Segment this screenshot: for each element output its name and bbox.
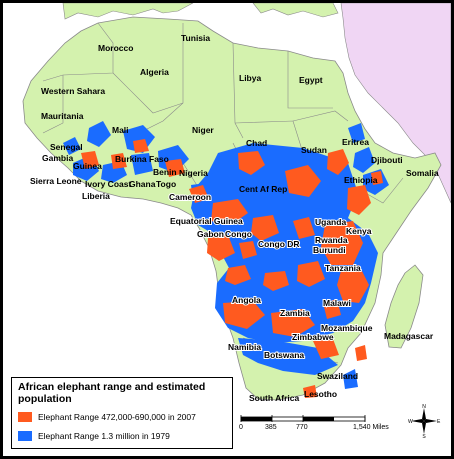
africa-map: Tunisia Morocco Algeria Libya Egypt West… [22,3,451,403]
country-label: Egypt [299,75,323,85]
country-label: Swaziland [317,371,358,381]
scale-bar: 0 385 770 1,540 Miles [237,413,407,437]
country-label: Cent Af Rep [239,184,287,194]
country-label: Kenya [346,226,372,236]
country-label: Sudan [301,145,327,155]
map-legend: African elephant range and estimated pop… [11,377,233,449]
country-label: Niger [192,125,214,135]
country-label: Somalia [406,168,439,178]
legend-swatch [18,412,32,422]
scale-tick-label: 385 [265,424,277,431]
country-label: Gambia [42,153,73,163]
compass-rose-icon: N S W E [408,404,441,438]
country-label: Chad [246,138,267,148]
country-label: Western Sahara [41,86,105,96]
country-label: Eritrea [342,137,369,147]
scale-tick-label: 770 [296,424,308,431]
country-label: Burundi [313,245,346,255]
country-label: Burkina Faso [115,154,169,164]
country-label: Senegal [50,142,83,152]
country-label: Ghana [129,179,156,189]
europe-land [62,3,194,20]
country-label: Algeria [140,67,169,77]
country-label: Tunisia [181,33,210,43]
legend-label: Elephant Range 472,000-690,000 in 2007 [38,412,196,422]
madagascar-land [384,264,424,349]
scale-tick-label: 1,540 Miles [353,424,389,431]
country-label: Benin [153,167,177,177]
country-label: Ivory Coast [85,179,131,189]
scale-bar-graphic [240,415,366,422]
country-label: Congo [225,229,252,239]
country-label: Ethiopia [344,175,378,185]
legend-title: African elephant range and estimated pop… [18,381,206,405]
country-labels: Tunisia Morocco Algeria Libya Egypt West… [30,33,439,403]
country-label: Uganda [315,217,346,227]
legend-label: Elephant Range 1.3 million in 1979 [38,431,170,441]
country-label: Equatorial Guinea [170,216,243,226]
country-label: Cameroon [169,192,211,202]
country-label: Mauritania [41,111,84,121]
country-label: Congo DR [258,239,300,249]
compass-w: W [408,419,413,425]
country-label: Mali [112,125,129,135]
europe-east-land [252,3,339,18]
elephant-range-2007 [81,139,383,398]
country-label: Nigeria [179,168,208,178]
country-label: Malawi [323,298,351,308]
country-label: Angola [232,295,261,305]
country-label: Botswana [264,350,304,360]
country-label: Sierra Leone [30,176,82,186]
legend-item-1979: Elephant Range 1.3 million in 1979 [18,430,170,442]
country-label: Zambia [280,308,310,318]
scale-tick-label: 0 [239,424,243,431]
country-label: Rwanda [315,235,348,245]
legend-swatch [18,431,32,441]
country-label: Gabon [197,229,224,239]
country-label: Guinea [73,161,102,171]
country-label: Djibouti [371,155,403,165]
country-label: Mozambique [321,323,373,333]
country-label: Liberia [82,191,110,201]
compass-n: N [422,404,426,410]
country-label: Madagascar [384,331,434,341]
compass-s: S [422,434,426,438]
country-label: Zimbabwe [292,332,334,342]
country-label: Lesotho [304,389,337,399]
country-label: Tanzania [325,263,361,273]
middle-east-land [340,3,451,204]
legend-item-2007: Elephant Range 472,000-690,000 in 2007 [18,411,196,423]
country-label: Libya [239,73,261,83]
country-label: Togo [156,179,176,189]
country-label: Namibia [228,342,261,352]
compass-e: E [437,419,441,425]
country-label: South Africa [249,393,299,403]
country-label: Morocco [98,43,133,53]
